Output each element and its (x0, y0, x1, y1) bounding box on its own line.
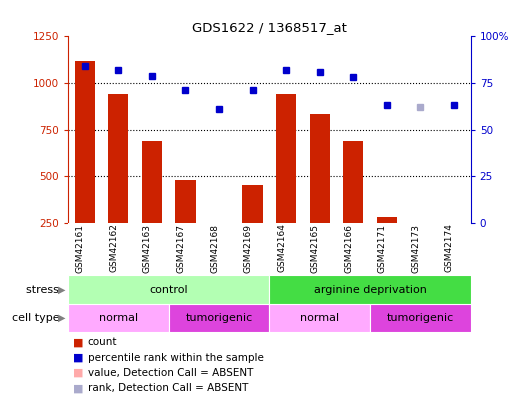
Bar (168, 304, 269, 332)
Bar (310, 114, 329, 223)
Text: ■: ■ (73, 384, 84, 393)
Text: rank, Detection Call = ABSENT: rank, Detection Call = ABSENT (88, 384, 248, 393)
Bar (269, 304, 370, 332)
Bar (75, 61, 95, 223)
Text: tumorigenic: tumorigenic (185, 313, 253, 323)
Bar (370, 304, 471, 332)
Text: normal: normal (99, 313, 138, 323)
Text: GSM42162: GSM42162 (109, 224, 118, 273)
Text: tumorigenic: tumorigenic (386, 313, 454, 323)
Title: GDS1622 / 1368517_at: GDS1622 / 1368517_at (192, 21, 347, 34)
Bar (269, 275, 471, 304)
Bar (444, 223, 464, 225)
Bar (108, 94, 129, 223)
Bar (175, 180, 196, 223)
Text: control: control (150, 285, 188, 294)
Text: arginine deprivation: arginine deprivation (314, 285, 426, 294)
Bar (276, 94, 296, 223)
Bar (209, 223, 229, 225)
Text: ■: ■ (73, 353, 84, 362)
Text: ■: ■ (73, 337, 84, 347)
Bar (142, 141, 162, 223)
Text: normal: normal (300, 313, 339, 323)
Text: count: count (88, 337, 117, 347)
Bar (343, 141, 363, 223)
Text: GSM42168: GSM42168 (210, 224, 219, 273)
Text: stress: stress (26, 285, 63, 294)
Text: ■: ■ (73, 368, 84, 378)
Text: GSM42173: GSM42173 (412, 224, 420, 273)
Text: GSM42171: GSM42171 (378, 224, 387, 273)
Bar (68, 304, 168, 332)
Text: cell type: cell type (12, 313, 63, 323)
Bar (377, 217, 397, 223)
Text: GSM42174: GSM42174 (445, 224, 454, 273)
Text: percentile rank within the sample: percentile rank within the sample (88, 353, 264, 362)
Text: ▶: ▶ (58, 313, 65, 323)
Text: GSM42165: GSM42165 (311, 224, 320, 273)
Text: GSM42163: GSM42163 (143, 224, 152, 273)
Text: value, Detection Call = ABSENT: value, Detection Call = ABSENT (88, 368, 253, 378)
Text: GSM42166: GSM42166 (344, 224, 353, 273)
Bar (243, 185, 263, 223)
Bar (68, 275, 269, 304)
Text: GSM42167: GSM42167 (176, 224, 186, 273)
Text: ▶: ▶ (58, 285, 65, 294)
Text: GSM42169: GSM42169 (244, 224, 253, 273)
Text: GSM42161: GSM42161 (76, 224, 85, 273)
Bar (410, 223, 430, 225)
Text: GSM42164: GSM42164 (277, 224, 286, 273)
